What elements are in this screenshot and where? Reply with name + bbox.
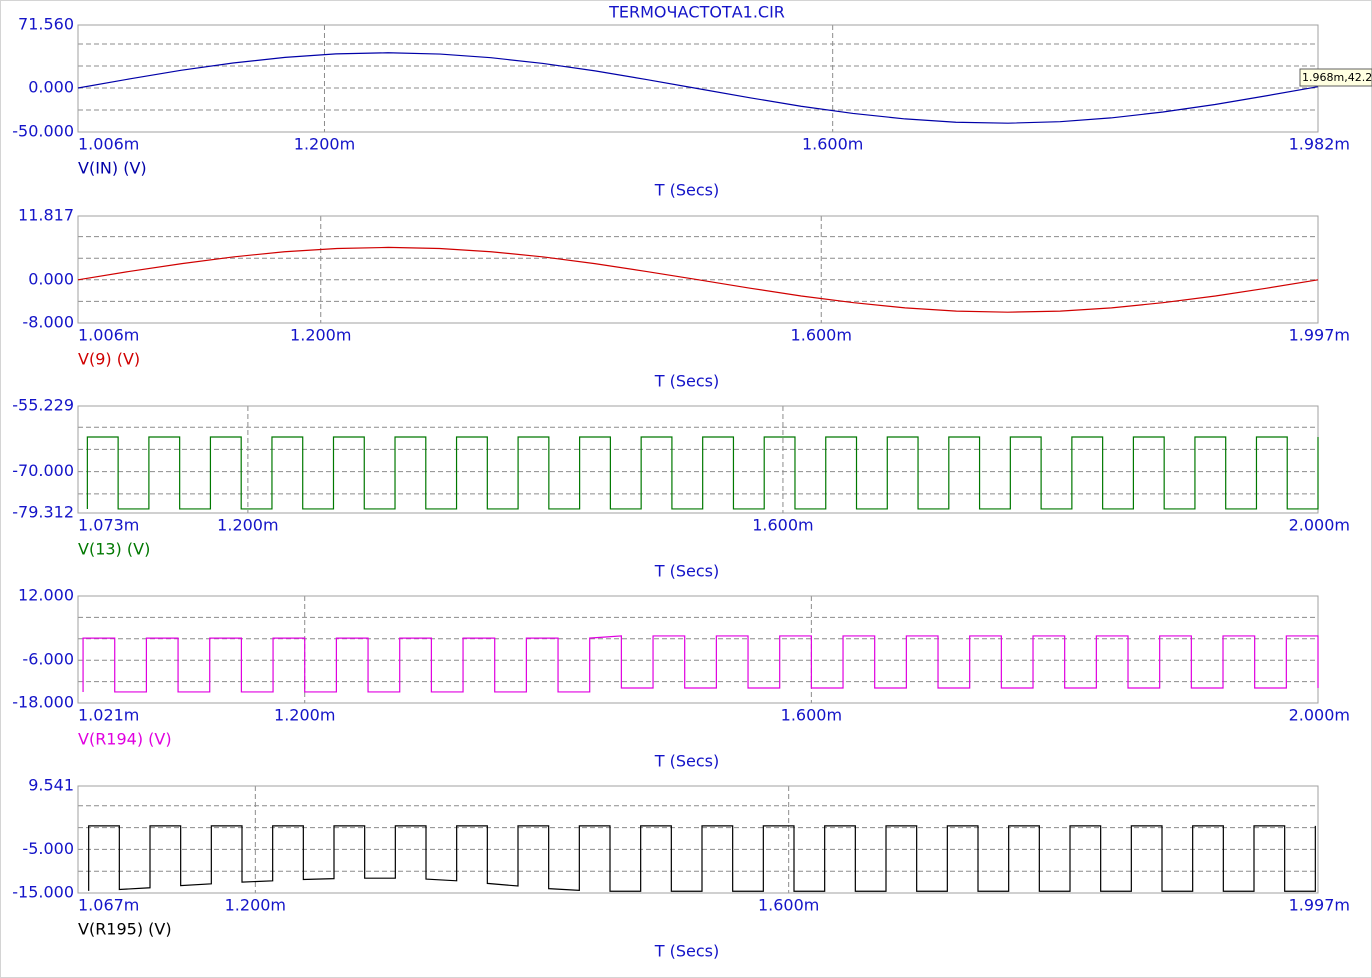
x-axis-label: T (Secs) [654,752,719,771]
series-label: V(13) (V) [78,540,150,559]
x-tick-label: 1.600m [752,516,813,535]
y-tick-label: 12.000 [18,586,74,605]
x-axis-label: T (Secs) [654,181,719,200]
y-tick-label: -70.000 [12,461,74,480]
x-axis-label: T (Secs) [654,942,719,961]
y-tick-label: -5.000 [22,839,74,858]
y-tick-label: -50.000 [12,122,74,141]
y-tick-label: -55.229 [12,396,74,415]
y-tick-label: -15.000 [12,883,74,902]
x-tick-label: 1.600m [791,326,852,345]
y-tick-label: 11.817 [18,206,74,225]
x-tick-label: 1.006m [78,135,139,154]
series-label: V(IN) (V) [78,159,147,178]
y-tick-label: -18.000 [12,693,74,712]
x-tick-label: 1.073m [78,516,139,535]
y-tick-label: 9.541 [28,776,74,795]
x-tick-label: 1.982m [1289,135,1350,154]
series-label: V(9) (V) [78,350,140,369]
y-tick-label: -79.312 [12,503,74,522]
y-tick-label: -8.000 [22,313,74,332]
x-tick-label: 1.200m [225,896,286,915]
y-tick-label: 0.000 [28,269,74,288]
x-tick-label: 1.200m [290,326,351,345]
x-tick-label: 1.600m [758,896,819,915]
plot-frame [77,215,1319,324]
x-axis-label: T (Secs) [654,562,719,581]
y-tick-label: 71.560 [18,15,74,34]
series-line [82,635,1319,693]
x-tick-label: 1.600m [781,706,842,725]
series-line [86,436,1319,510]
x-tick-label: 1.006m [78,326,139,345]
cursor-label-box [1299,68,1372,87]
series-label: V(R195) (V) [78,920,172,939]
series-line [88,825,1316,892]
series-label: V(R194) (V) [78,730,172,749]
x-tick-label: 1.600m [802,135,863,154]
x-tick-label: 1.021m [78,706,139,725]
series-line [77,52,1319,124]
x-tick-label: 1.200m [217,516,278,535]
plot-title: TERMOЧАСТОТА1.CIR [608,3,785,22]
x-tick-label: 1.200m [274,706,335,725]
x-tick-label: 1.067m [78,896,139,915]
y-tick-label: 0.000 [28,77,74,96]
cursor-label: 1.968m,42.29 [1302,71,1372,84]
x-tick-label: 2.000m [1289,516,1350,535]
x-tick-label: 2.000m [1289,706,1350,725]
x-tick-label: 1.997m [1289,896,1350,915]
x-axis-label: T (Secs) [654,372,719,391]
y-tick-label: -6.000 [22,650,74,669]
series-line [77,246,1319,313]
plot-frame [77,785,1319,894]
x-tick-label: 1.200m [294,135,355,154]
x-tick-label: 1.997m [1289,326,1350,345]
